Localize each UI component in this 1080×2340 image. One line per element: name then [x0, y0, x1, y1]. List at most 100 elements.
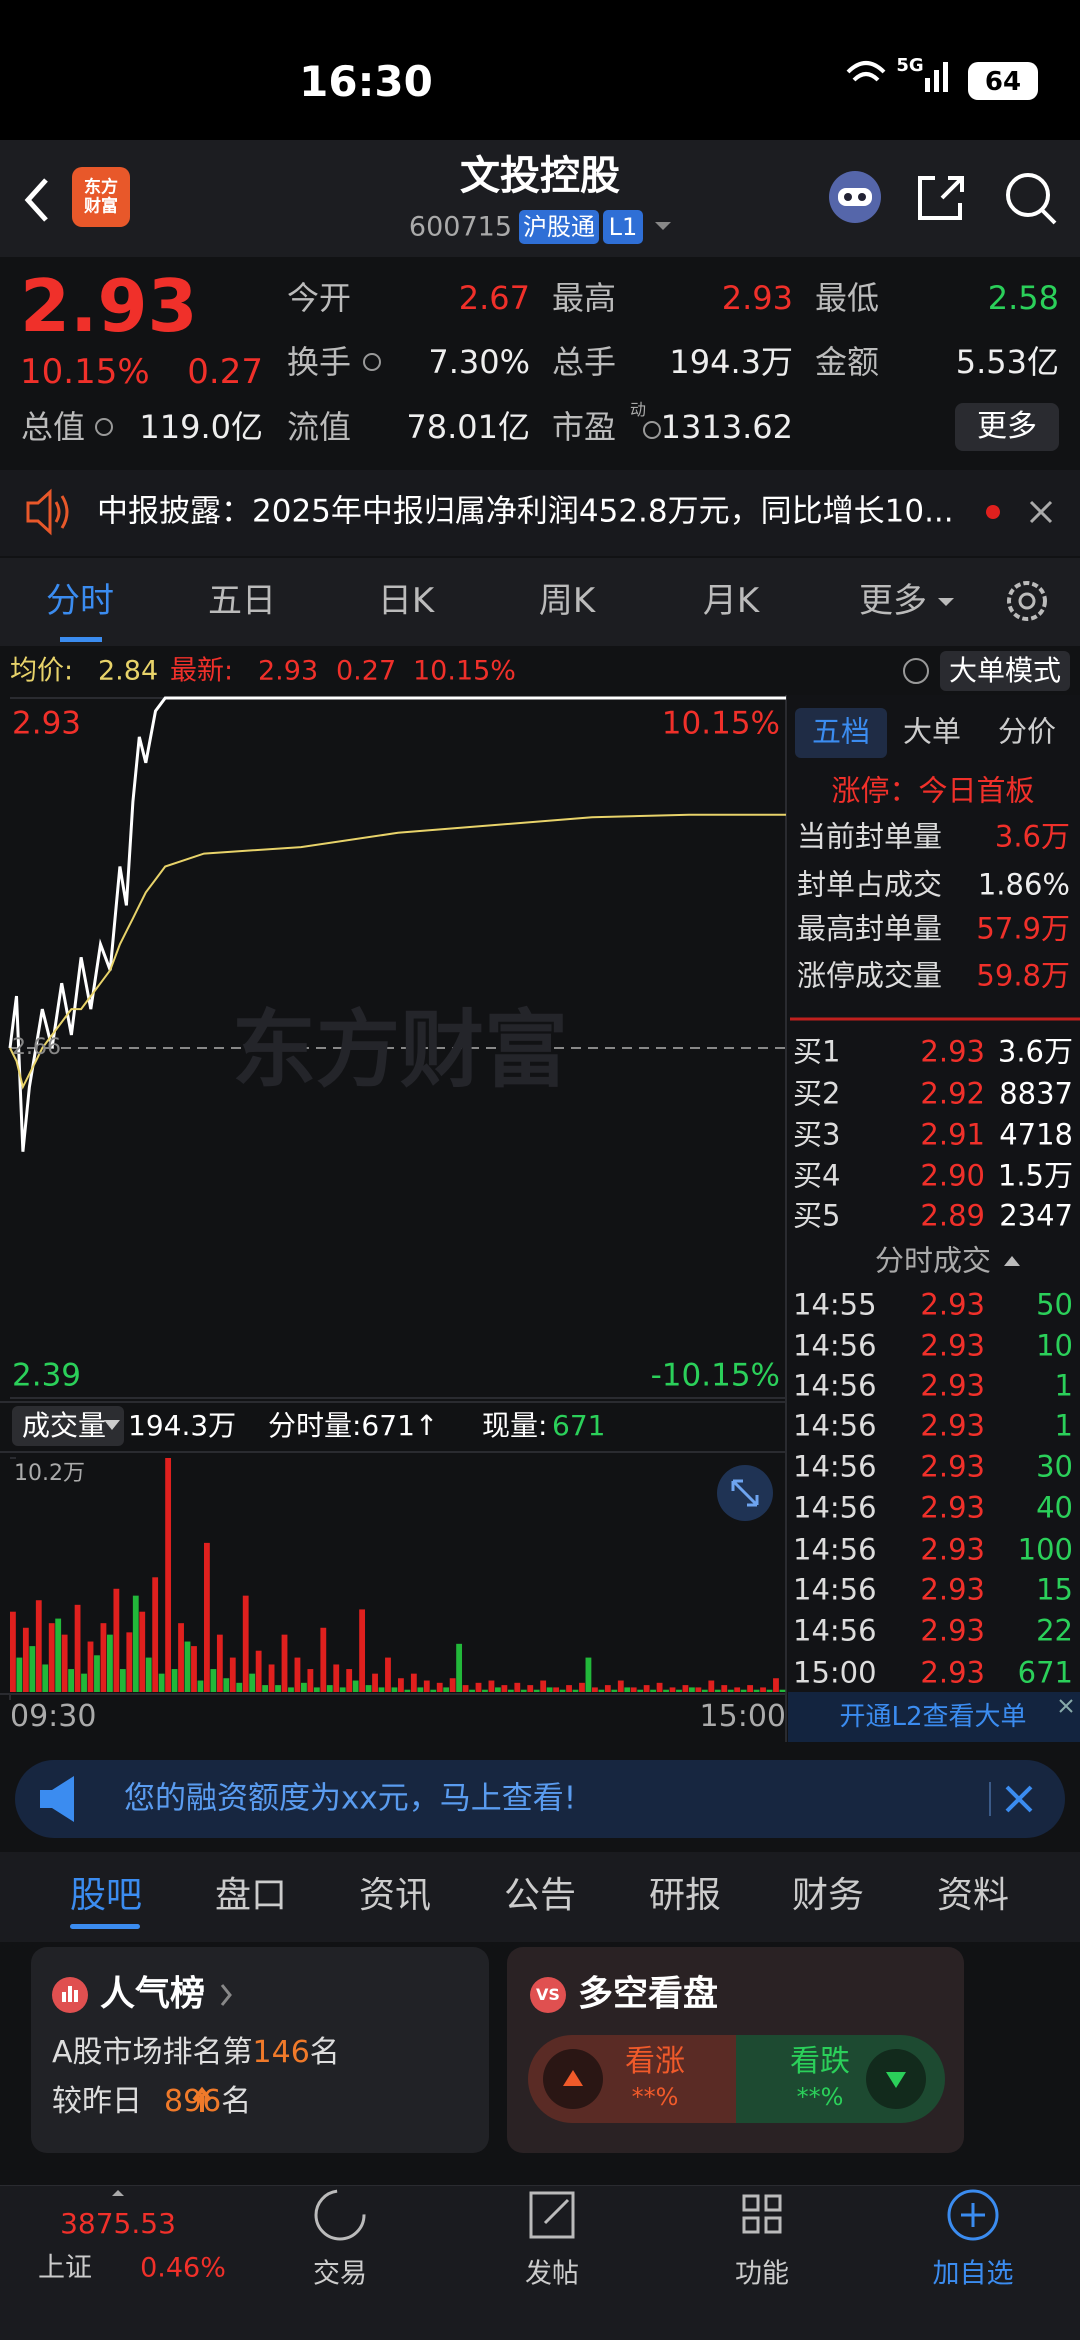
side-tab[interactable]: 五档: [811, 714, 871, 749]
volume-label[interactable]: 成交量: [22, 1409, 107, 1442]
volume-bar: [682, 1685, 689, 1692]
rank-icon: [52, 1977, 88, 2013]
volume-bar: [585, 1657, 592, 1692]
bull-label[interactable]: 看涨: [625, 2044, 685, 2079]
field-label: 总值: [21, 408, 86, 446]
section-tab[interactable]: 股吧: [69, 1875, 143, 1916]
field-value: 5.53亿: [955, 343, 1059, 381]
side-tab[interactable]: 分价: [997, 714, 1057, 749]
l2-promo-bar[interactable]: [788, 1692, 1080, 1742]
volume-bar: [721, 1685, 728, 1692]
network-type: 5G: [896, 55, 924, 76]
close-icon[interactable]: [1059, 1699, 1073, 1713]
volume-bar: [236, 1682, 243, 1692]
volume-bar: [579, 1682, 585, 1692]
limit-value: 57.9万: [976, 911, 1070, 946]
volume-bar: [184, 1641, 191, 1692]
x-tick-label: 15:00: [699, 1699, 786, 1734]
banner-text[interactable]: 您的融资额度为xx元，马上查看!: [124, 1780, 577, 1817]
volume-bar: [313, 1687, 320, 1692]
chevron-icon: [220, 1984, 232, 2006]
close-icon[interactable]: [1005, 1785, 1033, 1813]
volume-bar: [708, 1680, 715, 1692]
volume-bar: [210, 1669, 217, 1692]
chart-tab[interactable]: 更多: [859, 581, 927, 621]
volume-selector[interactable]: [12, 1406, 124, 1446]
nav-item[interactable]: 发帖: [525, 2258, 579, 2290]
trade-volume: 30: [1036, 1449, 1073, 1484]
trade-price: 2.93: [920, 1328, 985, 1363]
nav-item[interactable]: 交易: [313, 2258, 367, 2290]
section-tab[interactable]: 资料: [936, 1875, 1010, 1916]
mode-button[interactable]: [940, 651, 1070, 691]
volume-bar: [378, 1687, 385, 1692]
chart-tab[interactable]: 周K: [538, 581, 596, 621]
nav-item[interactable]: 功能: [735, 2258, 789, 2290]
section-tab[interactable]: 公告: [503, 1875, 577, 1916]
robot-icon[interactable]: [829, 171, 881, 223]
field-label: 流值: [287, 408, 352, 446]
close-icon[interactable]: [1029, 500, 1053, 524]
volume-bar: [449, 1678, 456, 1692]
trade-icon[interactable]: [314, 2189, 366, 2241]
section-tab[interactable]: 研报: [648, 1875, 722, 1916]
volume-bar: [35, 1600, 42, 1692]
add-watch-icon[interactable]: [947, 2189, 999, 2241]
volume-bar: [81, 1673, 87, 1692]
avg-label: 均价:: [10, 655, 74, 687]
x-tick-label: 09:30: [10, 1699, 97, 1734]
trades-title[interactable]: 分时成交: [874, 1243, 992, 1278]
trade-volume: 10: [1036, 1328, 1073, 1363]
change: 0.27: [336, 655, 397, 687]
volume-bar: [398, 1678, 404, 1692]
expand-icon[interactable]: [717, 1465, 773, 1521]
trade-time: 14:56: [793, 1449, 877, 1484]
level-badge: L1: [608, 213, 638, 241]
more-button[interactable]: [955, 403, 1059, 451]
section-tab[interactable]: 资讯: [358, 1875, 432, 1916]
card-text: 较昨日: [52, 2084, 142, 2119]
function-icon[interactable]: [742, 2194, 782, 2234]
volume-bar: [436, 1682, 443, 1692]
section-tab[interactable]: 盘口: [214, 1875, 288, 1916]
settings-icon[interactable]: [1007, 581, 1047, 621]
search-icon[interactable]: [1006, 173, 1057, 225]
post-icon[interactable]: [529, 2191, 575, 2239]
collapse-icon: [112, 2190, 124, 2196]
level-box: [603, 210, 643, 244]
mode-label[interactable]: 大单模式: [948, 654, 1062, 687]
banner[interactable]: [15, 1760, 1065, 1838]
chart-tab[interactable]: 分时: [46, 581, 114, 621]
section-tab[interactable]: 财务: [791, 1875, 865, 1916]
connect-badge: 沪股通: [523, 213, 595, 241]
volume-bar: [365, 1685, 372, 1692]
chart-tab[interactable]: 日K: [377, 581, 435, 621]
volume-bar: [617, 1680, 624, 1692]
trade-volume: 671: [1017, 1655, 1073, 1690]
volume-total: 194.3万: [128, 1409, 237, 1442]
chart-tab[interactable]: 五日: [208, 581, 276, 621]
bid-price: 2.91: [920, 1117, 985, 1152]
l2-promo[interactable]: 开通L2查看大单: [839, 1702, 1027, 1732]
chart-tab[interactable]: 月K: [702, 581, 760, 621]
volume-bar: [469, 1689, 475, 1692]
quote-panel: [0, 257, 1080, 467]
field-value: 119.0亿: [139, 408, 263, 446]
trade-volume: 1: [1054, 1408, 1073, 1443]
field-value: 1313.62: [660, 408, 793, 446]
limit-label: 涨停成交量: [797, 958, 943, 993]
more-button-label[interactable]: 更多: [977, 409, 1037, 444]
volume-bar: [275, 1685, 281, 1692]
share-icon[interactable]: [918, 176, 964, 220]
volume-bar: [604, 1685, 611, 1692]
popularity-card[interactable]: [31, 1947, 489, 2153]
volume-bar: [171, 1669, 178, 1692]
back-icon[interactable]: [24, 178, 48, 222]
volume-bar: [158, 1673, 165, 1692]
nav-item[interactable]: 加自选: [932, 2258, 1014, 2290]
bear-label[interactable]: 看跌: [790, 2044, 850, 2079]
unread-dot: [986, 505, 1000, 519]
side-tab[interactable]: 大单: [902, 714, 962, 749]
volume-bar: [676, 1689, 682, 1692]
